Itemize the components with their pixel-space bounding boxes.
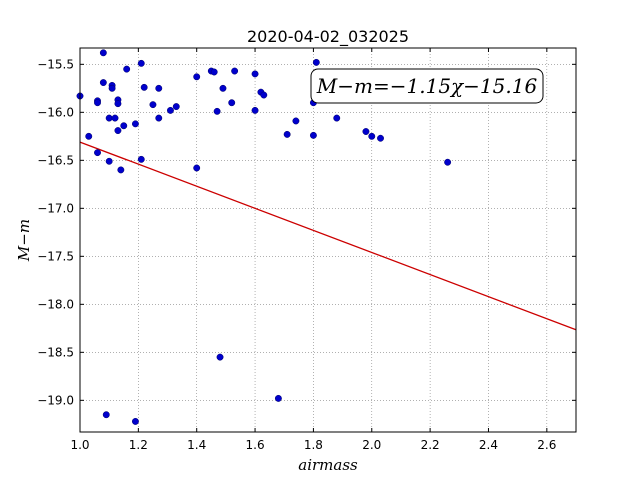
x-tick-label: 1.8 <box>304 438 323 452</box>
x-tick-label: 2.0 <box>362 438 381 452</box>
data-point <box>99 49 107 57</box>
plot-area <box>80 48 576 432</box>
data-point <box>131 120 139 128</box>
data-point <box>368 132 376 140</box>
x-tick-label: 2.4 <box>479 438 498 452</box>
data-point <box>94 99 101 107</box>
data-point <box>333 114 341 122</box>
data-point <box>377 134 384 142</box>
data-point <box>137 59 145 67</box>
data-point <box>219 84 227 92</box>
data-point <box>193 73 201 81</box>
data-point <box>108 84 116 92</box>
data-point <box>274 394 282 402</box>
data-point <box>94 149 101 157</box>
x-tick-label: 1.0 <box>70 438 89 452</box>
data-point <box>155 114 163 122</box>
data-point <box>149 101 157 109</box>
data-point <box>155 84 163 92</box>
y-tick-label: −16.5 <box>37 153 74 167</box>
x-tick-label: 2.2 <box>421 438 440 452</box>
chart-title: 2020-04-02_032025 <box>247 27 409 47</box>
x-tick-label: 1.4 <box>187 438 206 452</box>
data-point <box>231 67 239 75</box>
data-point <box>444 158 452 166</box>
data-points <box>76 49 452 425</box>
x-tick-label: 2.6 <box>537 438 556 452</box>
data-point <box>123 65 131 73</box>
y-tick-label: −15.5 <box>37 57 74 71</box>
data-point <box>111 114 119 122</box>
x-tick-label: 1.6 <box>246 438 265 452</box>
formula-text: M−m=−1.15χ−15.16 <box>316 74 538 98</box>
data-point <box>283 130 291 138</box>
data-point <box>120 122 128 130</box>
formula-annotation: M−m=−1.15χ−15.16 <box>310 68 544 104</box>
y-tick-label: −18.5 <box>37 345 74 359</box>
data-point <box>114 100 122 108</box>
data-point <box>105 114 113 122</box>
data-point <box>216 353 224 361</box>
x-tick-label: 1.2 <box>129 438 148 452</box>
y-tick-label: −17.5 <box>37 249 74 263</box>
data-point <box>312 58 320 66</box>
data-point <box>85 132 93 140</box>
fit-line <box>79 141 577 331</box>
formula-box <box>310 68 544 104</box>
data-point <box>362 128 370 135</box>
data-point <box>228 99 236 107</box>
plot-frame <box>79 47 577 433</box>
data-point <box>210 68 218 76</box>
y-tick-label: −16.0 <box>37 105 74 119</box>
data-point <box>102 411 110 419</box>
data-point <box>140 83 148 91</box>
data-point <box>251 106 259 114</box>
data-point <box>114 127 122 135</box>
data-point <box>292 117 300 125</box>
data-point <box>172 103 180 111</box>
data-point <box>193 164 201 172</box>
data-point <box>309 131 317 139</box>
x-axis-label: airmass <box>298 456 358 474</box>
data-point <box>131 417 139 425</box>
data-point <box>137 155 145 163</box>
y-tick-label: −18.0 <box>37 297 74 311</box>
data-point <box>105 157 113 165</box>
data-point <box>99 79 107 87</box>
data-point <box>166 106 174 114</box>
y-tick-label: −19.0 <box>37 393 74 407</box>
data-point <box>117 166 125 174</box>
data-point <box>251 70 259 78</box>
data-point <box>260 91 268 99</box>
y-tick-label: −17.0 <box>37 201 74 215</box>
axis-ticks: 1.0 1.2 1.4 1.6 1.8 2.0 2.2 2.4 2.6 −15.5 −16.0 −16… <box>37 48 576 452</box>
y-axis-label: M−m <box>15 219 33 262</box>
data-point <box>213 107 221 115</box>
fit-line-layer <box>79 141 577 331</box>
